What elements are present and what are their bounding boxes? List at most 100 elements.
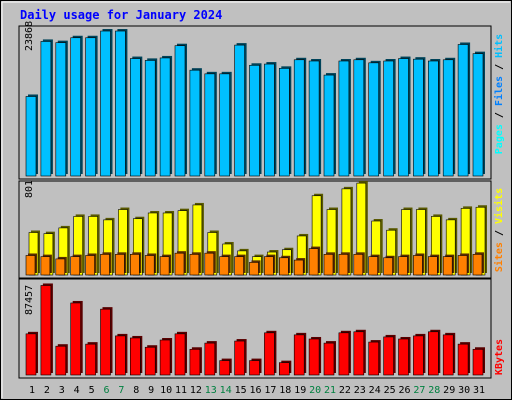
x-tick-label-day-6: 6 [103, 385, 109, 396]
x-tick-label-day-11: 11 [175, 385, 187, 396]
sites-bar-day-19 [293, 259, 304, 276]
sites-bar-day-9 [144, 255, 155, 276]
hits-bar-day-8 [130, 58, 141, 177]
x-tick-label-day-30: 30 [458, 385, 470, 396]
hits-bar-day-14 [219, 73, 230, 177]
kbytes-bar-day-13 [204, 342, 216, 376]
kbytes-bar-day-21 [323, 342, 335, 376]
x-tick-label-day-12: 12 [190, 385, 202, 396]
x-tick-label-day-3: 3 [59, 385, 65, 396]
x-tick-label-day-1: 1 [29, 385, 35, 396]
x-tick-label-day-9: 9 [148, 385, 154, 396]
legend: Pages / Files / Hits [493, 34, 505, 154]
hits-bar-day-17 [264, 63, 275, 177]
legend-item-1: / [494, 224, 505, 242]
sites-bar-day-1 [25, 255, 36, 276]
hits-bar-day-4 [70, 37, 81, 177]
legend-item-2: Files [493, 76, 505, 106]
hits-bar-day-6 [100, 30, 111, 177]
sites-bar-day-12 [189, 254, 200, 276]
sites-bar-day-26 [398, 256, 408, 276]
sites-bar-day-2 [40, 256, 51, 276]
hits-bar-day-13 [204, 73, 216, 177]
hits-bar-day-10 [159, 57, 171, 177]
sites-bar-day-8 [130, 254, 140, 276]
panel-border [18, 278, 492, 379]
kbytes-bar-day-4 [70, 302, 81, 376]
x-tick-label-day-26: 26 [398, 385, 410, 396]
legend-item-4: Hits [493, 34, 505, 58]
kbytes-bar-day-26 [398, 338, 409, 376]
sites-bar-day-21 [323, 254, 334, 276]
legend-item-0: Pages [494, 124, 505, 154]
kbytes-bar-day-25 [383, 336, 394, 376]
kbytes-bar-day-10 [159, 339, 171, 376]
sites-bar-day-3 [55, 258, 66, 276]
kbytes-bar-day-12 [189, 348, 201, 376]
legend-item-2: Visits [493, 188, 505, 224]
x-tick-label-day-2: 2 [44, 385, 50, 396]
x-tick-label-day-4: 4 [74, 385, 80, 396]
x-tick-label-day-21: 21 [324, 385, 336, 396]
kbytes-bar-day-24 [368, 341, 380, 376]
x-tick-label-day-10: 10 [160, 385, 172, 396]
y-max-label: 801 [24, 180, 35, 198]
x-tick-label-day-24: 24 [369, 385, 381, 396]
hits-bar-day-2 [40, 41, 52, 177]
kbytes-bar-day-28 [427, 331, 439, 376]
hits-files-pages-panel: 23868 Pages / Files / Hits [18, 21, 505, 180]
y-max-label: 23868 [24, 21, 35, 51]
kbytes-bar-day-6 [100, 308, 111, 376]
hits-bar-day-28 [427, 60, 439, 177]
kbytes-bar-day-8 [130, 337, 141, 376]
chart-title: Daily usage for January 2024 [20, 8, 222, 22]
kbytes-bar-day-20 [308, 338, 320, 376]
sites-bar-day-14 [219, 256, 229, 276]
sites-bar-day-10 [159, 256, 170, 276]
hits-bar-day-3 [55, 42, 67, 177]
sites-bar-day-30 [457, 255, 468, 276]
hits-bar-day-5 [85, 37, 96, 177]
hits-bar-day-19 [293, 59, 305, 177]
x-tick-label-day-19: 19 [294, 385, 306, 396]
sites-bar-day-13 [204, 252, 215, 276]
kbytes-bar-day-1 [25, 333, 37, 376]
hits-bar-day-30 [457, 44, 469, 177]
sites-bar-day-17 [264, 256, 274, 276]
x-tick-label-day-16: 16 [249, 385, 261, 396]
legend: Sites / Visits [493, 188, 505, 272]
x-tick-label-day-31: 31 [473, 385, 485, 396]
x-axis-labels: 1 2 3 4 5 6 7 8 9 10 11 12 13 14 15 16 17 18 19 20 21 22 23 24 2… [29, 385, 485, 396]
sites-bar-day-29 [442, 256, 453, 276]
kbytes-bar-day-18 [278, 362, 290, 376]
sites-bar-day-23 [353, 254, 364, 276]
kbytes-bar-day-14 [219, 360, 230, 376]
kbytes-bar-day-7 [115, 335, 126, 376]
kbytes-bar-day-23 [353, 331, 365, 376]
sites-bar-day-7 [115, 254, 125, 276]
hits-bar-day-18 [278, 68, 290, 177]
legend-item-1: / [494, 106, 505, 124]
legend-item-0: Sites [493, 242, 505, 272]
kbytes-bar-day-11 [174, 333, 186, 376]
hits-bar-day-15 [234, 44, 245, 177]
x-tick-label-day-23: 23 [354, 385, 366, 396]
x-tick-label-day-15: 15 [235, 385, 247, 396]
x-tick-label-day-25: 25 [384, 385, 396, 396]
hits-bar-day-20 [308, 60, 320, 177]
sites-bar-day-20 [308, 248, 319, 276]
kbytes-bar-day-31 [472, 348, 484, 376]
sites-bar-day-4 [70, 256, 80, 276]
x-tick-label-day-27: 27 [413, 385, 425, 396]
kbytes-panel: 87457 KBytes [18, 278, 505, 379]
x-tick-label-day-22: 22 [339, 385, 351, 396]
legend: KBytes [494, 339, 505, 375]
kbytes-bar-day-30 [457, 343, 469, 376]
kbytes-bar-day-2 [40, 285, 52, 376]
sites-bar-day-28 [427, 256, 438, 276]
x-tick-label-day-17: 17 [264, 385, 276, 396]
sites-bar-day-24 [368, 256, 379, 276]
kbytes-bar-day-17 [264, 332, 275, 376]
kbytes-bar-day-29 [442, 334, 454, 376]
